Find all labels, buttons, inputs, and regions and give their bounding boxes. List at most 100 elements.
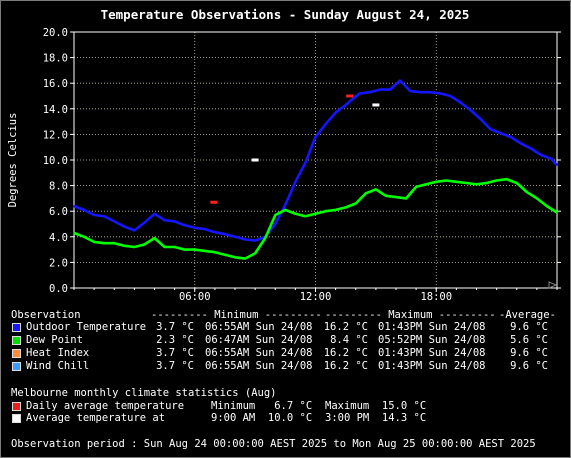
data-point <box>103 215 106 218</box>
wind-chill-swatch <box>12 362 21 371</box>
climate-right-value: 3:00 PM 14.3 °C <box>325 412 427 424</box>
data-point <box>419 91 421 94</box>
climate-marker <box>210 200 218 204</box>
data-point <box>344 206 347 209</box>
data-point <box>83 235 85 238</box>
data-point <box>429 91 432 94</box>
outdoor-temperature-swatch <box>12 323 21 332</box>
data-point <box>556 164 558 167</box>
y-tick-label: 4.0 <box>49 232 68 244</box>
average-at-swatch <box>12 414 21 423</box>
data-point <box>405 197 407 200</box>
min-value: 3.7 °C <box>156 321 194 333</box>
data-point <box>264 237 267 240</box>
climate-marker <box>346 94 354 98</box>
data-point <box>364 192 367 195</box>
data-point <box>163 246 166 248</box>
data-point <box>379 88 381 91</box>
y-axis-label: Degrees Celcius <box>7 113 19 208</box>
climate-left-value: 9:00 AM 10.0 °C <box>211 412 313 424</box>
data-point <box>469 109 472 111</box>
average-value: 9.6 °C <box>510 321 548 333</box>
data-point <box>519 142 522 145</box>
data-point <box>103 242 106 245</box>
x-tick-label: 18:00 <box>420 291 452 300</box>
data-point <box>254 252 256 255</box>
data-point <box>509 136 512 138</box>
data-point <box>439 92 442 95</box>
data-point <box>334 209 337 211</box>
y-tick-label: 6.0 <box>49 206 68 218</box>
data-point <box>399 79 401 82</box>
data-point <box>350 98 353 101</box>
min-value: 3.7 °C <box>156 347 194 359</box>
data-point <box>415 186 417 188</box>
data-point <box>193 248 196 251</box>
average-value: 5.6 °C <box>510 334 548 346</box>
data-point <box>183 224 186 227</box>
data-point <box>324 123 327 126</box>
data-point <box>375 188 377 191</box>
data-point <box>73 232 75 234</box>
daily-average-swatch <box>12 402 21 411</box>
data-point <box>294 180 297 183</box>
axis-arrow-icon <box>548 281 558 289</box>
max-value: 16.2 °C <box>323 347 368 359</box>
climate-label: Average temperature at <box>26 412 166 424</box>
data-point <box>133 246 136 248</box>
data-point <box>143 243 146 246</box>
max-value: 16.2 °C <box>323 321 368 333</box>
min-time: 06:55AM Sun 24/08 <box>205 321 313 333</box>
data-point <box>113 242 116 245</box>
data-point <box>409 90 411 92</box>
max-time: 01:43PM Sun 24/08 <box>378 321 486 333</box>
data-point <box>143 221 146 224</box>
y-tick-label: 10.0 <box>43 155 68 167</box>
data-point <box>304 161 307 164</box>
data-point <box>212 230 214 233</box>
max-time: 05:52PM Sun 24/08 <box>378 334 486 346</box>
data-point <box>314 136 317 138</box>
heat-index-swatch <box>12 349 21 358</box>
y-tick-label: 0.0 <box>49 283 68 295</box>
series-line-outdoor-temperature <box>73 79 558 242</box>
row-name: Outdoor Temperature <box>26 321 147 333</box>
min-value: 3.7 °C <box>156 360 194 372</box>
average-value: 9.6 °C <box>510 360 548 372</box>
data-point <box>385 194 387 197</box>
data-point <box>546 205 548 208</box>
data-point <box>93 241 95 243</box>
data-point <box>344 104 347 106</box>
min-time: 06:55AM Sun 24/08 <box>205 347 313 359</box>
data-point <box>499 132 502 135</box>
y-tick-label: 8.0 <box>49 181 68 193</box>
max-value: 16.2 °C <box>323 360 368 372</box>
data-point <box>274 223 277 225</box>
y-tick-label: 20.0 <box>43 27 68 39</box>
data-point <box>83 209 85 211</box>
min-value: 2.3 °C <box>156 334 194 346</box>
data-point <box>475 183 478 186</box>
header-minimum: --------- Minimum --------- <box>151 309 322 321</box>
data-point <box>284 203 287 206</box>
y-tick-label: 2.0 <box>49 257 68 269</box>
max-value: 8.4 °C <box>330 334 368 346</box>
data-point <box>449 95 452 97</box>
data-point <box>234 235 236 238</box>
max-time: 01:43PM Sun 24/08 <box>378 360 486 372</box>
data-point <box>489 128 492 131</box>
row-name: Dew Point <box>26 334 83 346</box>
climate-marker <box>251 158 259 162</box>
row-name: Wind Chill <box>26 360 90 372</box>
data-point <box>193 226 196 229</box>
climate-marker <box>372 103 380 107</box>
data-point <box>445 179 448 182</box>
data-point <box>203 250 206 252</box>
data-point <box>173 246 176 248</box>
data-point <box>459 101 462 104</box>
data-point <box>173 220 176 223</box>
data-point <box>224 233 226 236</box>
data-point <box>536 197 538 200</box>
header-observation: Observation <box>11 309 81 321</box>
